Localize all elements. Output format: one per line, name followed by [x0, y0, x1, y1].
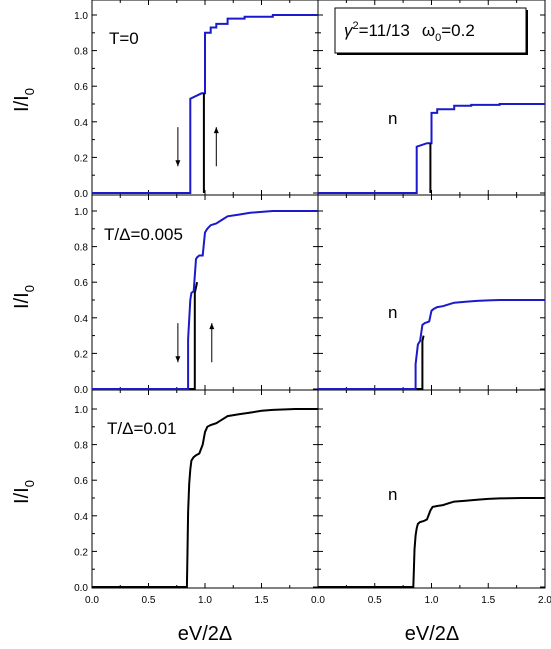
x-tick-label: 1.0: [198, 595, 212, 606]
y-tick-label: 0.4: [74, 314, 88, 325]
panel-frame-r3-c2: [317, 389, 546, 589]
panel-label-n-row2: n: [388, 303, 397, 322]
y-axis-title-row3: I/I0: [11, 480, 37, 504]
y-tick-label: 1.0: [74, 11, 88, 22]
series-line-row2-right-1: [318, 299, 545, 390]
x-tick-label: 0.5: [142, 595, 156, 606]
y-axis-title-row1-main: I/I: [11, 95, 33, 112]
legend-box: γ2=11/13 ω0=0.2: [334, 7, 528, 55]
x-tick-label: 1.0: [425, 595, 439, 606]
series-line-row2-left-0: [92, 281, 199, 390]
arrow-head-down: [175, 160, 181, 167]
y-axis-title-row3-main: I/I: [11, 487, 33, 504]
y-tick-label: 0.8: [74, 243, 88, 254]
y-axis-title-row1-sub: 0: [22, 88, 37, 95]
y-axis-title-row1: I/I0: [11, 88, 37, 112]
y-tick-label: 0.6: [74, 82, 88, 93]
arrow-head-up: [209, 323, 215, 330]
legend-omega-sub: 0: [435, 32, 441, 44]
panel-label-t001: T/Δ=0.01: [107, 419, 176, 438]
y-tick-label: 0.2: [74, 547, 88, 558]
y-axis-title-row2: I/I0: [11, 285, 37, 309]
y-tick-label: 0.2: [74, 153, 88, 164]
y-tick-label: 0.8: [74, 441, 88, 452]
legend-shadow-right: [526, 10, 528, 55]
legend-omega: ω: [422, 21, 435, 40]
series-line-row3-right-0: [318, 497, 545, 588]
series-line-row1-right-0: [318, 103, 545, 194]
arrow-head-down: [175, 356, 181, 363]
x-tick-label: 2.0: [538, 595, 551, 606]
y-tick-label: 0.6: [74, 476, 88, 487]
x-tick-label: 1.5: [255, 595, 269, 606]
panel-label-n-row3: n: [388, 485, 397, 504]
legend-omega-value: =0.2: [441, 21, 475, 40]
panel-frame-r2-c2: [317, 194, 546, 391]
y-axis-title-row2-main: I/I: [11, 292, 33, 309]
legend-shadow-bottom: [337, 53, 528, 55]
legend-gamma-sup: 2: [353, 20, 359, 32]
legend-gamma-value: =11/13: [359, 21, 410, 40]
x-tick-label: 0.0: [85, 595, 99, 606]
y-tick-label: 1.0: [74, 207, 88, 218]
y-axis-title-row2-sub: 0: [22, 285, 37, 292]
series-line-row2-left-1: [92, 210, 318, 390]
panel-label-n-row1: n: [388, 109, 397, 128]
arrow-head-up: [213, 127, 219, 134]
legend-gamma: γ: [344, 21, 354, 40]
panels-group: 0.00.20.40.60.81.00.00.20.40.60.81.00.00…: [74, 0, 551, 606]
series-line-row2-right-0: [318, 335, 425, 390]
y-axis-title-row3-sub: 0: [22, 480, 37, 487]
y-tick-label: 0.8: [74, 47, 88, 58]
series-line-row1-left-0: [92, 14, 318, 194]
y-tick-label: 0.0: [74, 189, 88, 200]
x-axis-title-left: eV/2Δ: [178, 623, 233, 645]
x-tick-label: 0.0: [311, 595, 325, 606]
y-tick-label: 0.2: [74, 349, 88, 360]
panel-label-t0005: T/Δ=0.005: [104, 225, 183, 244]
x-tick-label: 1.5: [481, 595, 495, 606]
x-axis-title-right: eV/2Δ: [405, 623, 460, 645]
x-tick-label: 0.5: [368, 595, 382, 606]
y-tick-label: 0.0: [74, 385, 88, 396]
panel-label-t0: T=0: [109, 29, 139, 48]
series-line-row3-left-0: [92, 408, 318, 588]
y-tick-label: 0.4: [74, 118, 88, 129]
y-tick-label: 0.4: [74, 512, 88, 523]
y-tick-label: 1.0: [74, 405, 88, 416]
y-tick-label: 0.6: [74, 278, 88, 289]
legend-frame: [334, 7, 527, 54]
legend-text: γ2=11/13 ω0=0.2: [344, 20, 475, 44]
y-tick-label: 0.0: [74, 583, 88, 594]
